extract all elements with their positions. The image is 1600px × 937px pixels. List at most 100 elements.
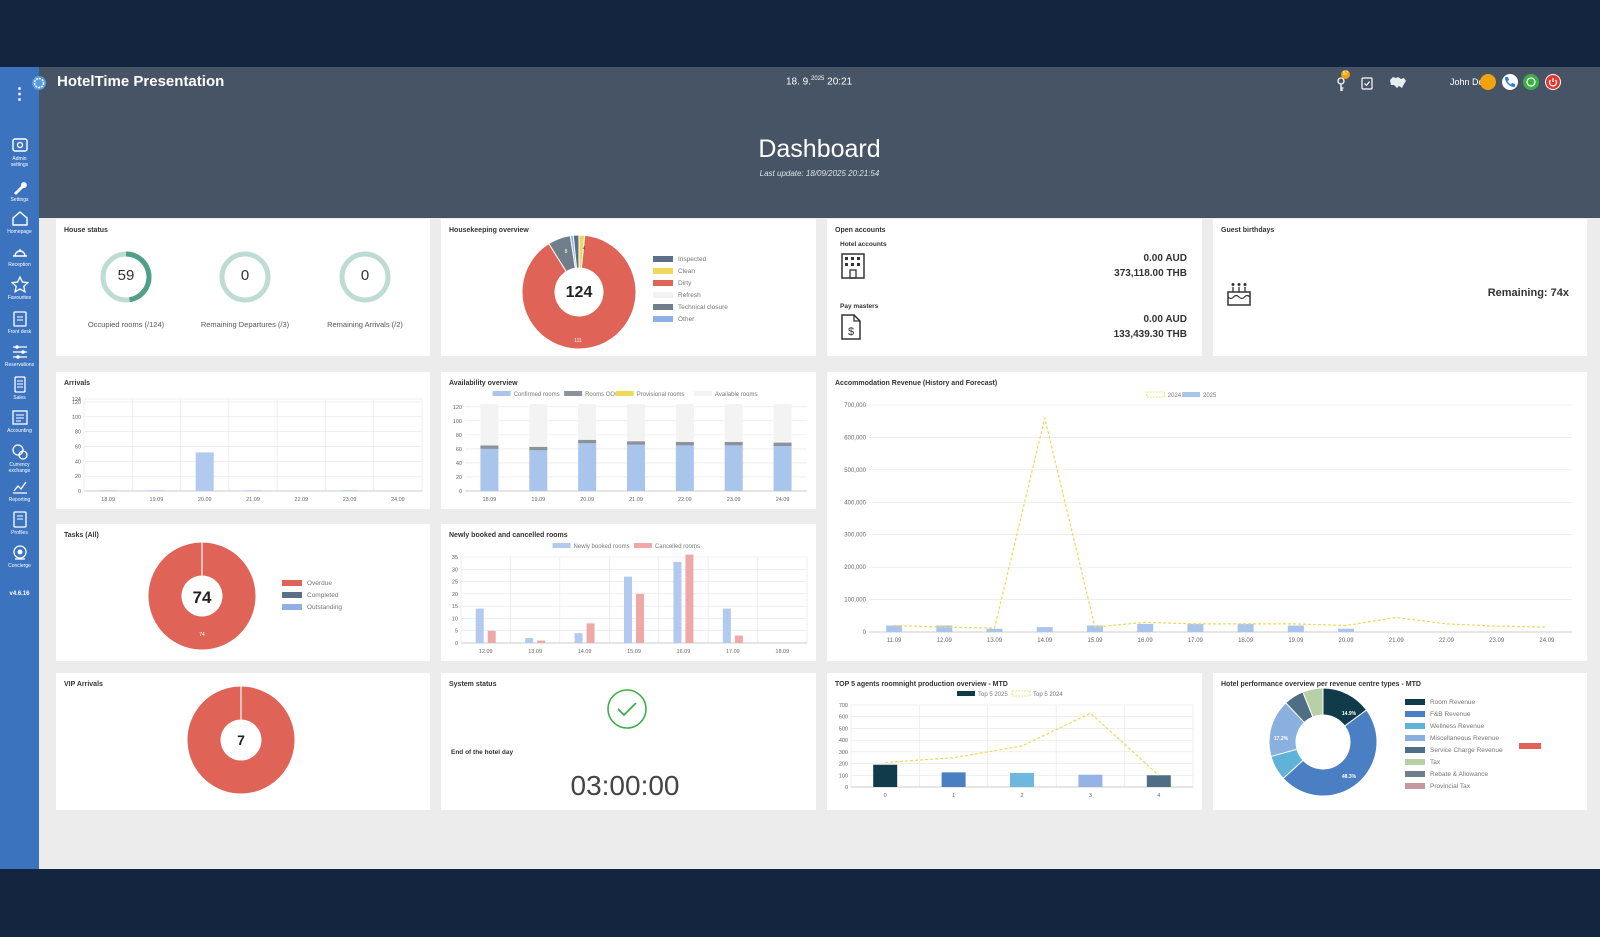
y-tick-label: 60 bbox=[456, 447, 462, 453]
sidebar-item-favourites[interactable]: Favourites bbox=[0, 275, 39, 302]
bar bbox=[1010, 772, 1034, 787]
legend-item: Rebate & Allowance bbox=[1405, 769, 1503, 781]
key-icon[interactable] bbox=[1335, 76, 1349, 92]
performance-legend: Room Revenue F&B Revenue Wellness Revenue M… bbox=[1405, 697, 1503, 793]
y-tick-label: 500 bbox=[839, 726, 848, 732]
booked-chart: Newly booked rooms Cancelled rooms 35 30 25 2… bbox=[452, 543, 808, 655]
x-tick-label: 21.09 bbox=[246, 497, 260, 503]
y-tick-label: 300,000 bbox=[844, 533, 866, 539]
flag-icon[interactable] bbox=[1480, 74, 1496, 90]
slice-label: 17.2% bbox=[1274, 736, 1289, 742]
legend-item: Other bbox=[653, 314, 728, 326]
legend-label: Overdue bbox=[307, 580, 332, 587]
legend-swatch bbox=[957, 691, 975, 696]
y-tick-label: 200 bbox=[839, 762, 848, 768]
tasks-total: 74 bbox=[193, 588, 212, 607]
legend-label: Available rooms bbox=[715, 392, 758, 398]
clock-time: 20:21 bbox=[827, 76, 853, 88]
arrivals-card: Arrivals 124 120 100 80 60 40 20 0 18.09 19.09 20.… bbox=[56, 372, 430, 509]
sidebar-item-concierge[interactable]: Concierge bbox=[0, 543, 39, 570]
y-tick-label: 100,000 bbox=[844, 598, 866, 604]
legend-label: Dirty bbox=[678, 280, 692, 287]
legend-swatch bbox=[1405, 711, 1425, 718]
clipboard-check-icon[interactable] bbox=[1361, 76, 1373, 90]
housekeeping-card: Housekeeping overview 124 111 8 4 Inspected… bbox=[441, 219, 816, 356]
sidebar-item-accounting[interactable]: Accounting bbox=[0, 408, 39, 435]
sidebar-item-label: Profiles bbox=[11, 530, 28, 536]
user-name[interactable]: John Does bbox=[1450, 77, 1494, 87]
x-tick-label: 14.09 bbox=[1037, 638, 1053, 644]
clipboard-icon bbox=[12, 311, 27, 327]
occupied-label: Occupied rooms (/124) bbox=[87, 320, 165, 329]
stacked-bar-segment bbox=[529, 446, 548, 451]
sidebar-item-currency[interactable]: Currency exchange bbox=[0, 442, 39, 474]
bar bbox=[1137, 623, 1154, 632]
y-tick-label: 600 bbox=[839, 715, 848, 721]
house-status-gauges bbox=[100, 251, 391, 303]
sidebar-item-settings[interactable]: Settings bbox=[0, 177, 39, 204]
x-tick-label: 2 bbox=[1020, 793, 1023, 799]
bar bbox=[624, 576, 632, 643]
legend-swatch bbox=[1405, 735, 1425, 742]
slice-label: 74 bbox=[199, 632, 205, 638]
stacked-bar-segment bbox=[675, 404, 694, 442]
card-title: Guest birthdays bbox=[1221, 227, 1275, 234]
hotel-performance-card: Hotel performance overview per revenue c… bbox=[1213, 673, 1587, 810]
legend-swatch bbox=[282, 592, 302, 599]
y-tick-label: 5 bbox=[455, 629, 458, 635]
legend-label: Rooms OOO bbox=[585, 392, 620, 398]
legend-label: 2024 bbox=[1168, 393, 1182, 399]
power-icon[interactable] bbox=[1545, 74, 1561, 90]
y-tick-label: 700 bbox=[839, 703, 848, 709]
guest-birthdays-card: Guest birthdays Remaining: 74x bbox=[1213, 219, 1587, 356]
stacked-bar-segment bbox=[724, 445, 743, 491]
system-status-card: System status End of the hotel day 03:00… bbox=[441, 673, 816, 810]
vip-slice bbox=[186, 685, 296, 795]
sliders-icon bbox=[12, 345, 27, 359]
sidebar-item-label: Sales bbox=[13, 395, 26, 401]
world-map-icon[interactable] bbox=[1388, 75, 1408, 89]
legend-item: Clean bbox=[653, 266, 728, 278]
legend-label: 2025 bbox=[1203, 393, 1217, 399]
legend-label: Confirmed rooms bbox=[514, 392, 560, 398]
menu-dots-icon[interactable]: ⋮ bbox=[11, 86, 28, 103]
sidebar-item-reporting[interactable]: Reporting bbox=[0, 477, 39, 504]
sidebar-item-homepage[interactable]: Homepage bbox=[0, 209, 39, 236]
cake-icon bbox=[1227, 283, 1251, 306]
slice-label: 14.9% bbox=[1342, 711, 1357, 717]
sidebar-item-sales[interactable]: Sales bbox=[0, 375, 39, 402]
stacked-bar-segment bbox=[773, 442, 792, 447]
x-tick-label: 18.09 bbox=[775, 649, 789, 655]
x-tick-label: 1 bbox=[952, 793, 955, 799]
stacked-bar-segment bbox=[675, 441, 694, 446]
legend-swatch bbox=[564, 391, 583, 396]
y-tick-label: 20 bbox=[456, 475, 462, 481]
y-tick-label: 0 bbox=[455, 641, 458, 647]
end-of-day-time: 03:00:00 bbox=[570, 770, 680, 801]
sidebar-item-profiles[interactable]: Profiles bbox=[0, 510, 39, 537]
x-tick-label: 15.09 bbox=[627, 649, 641, 655]
chat-icon[interactable] bbox=[1523, 74, 1539, 90]
sidebar-item-reservations[interactable]: Reservations bbox=[0, 342, 39, 369]
card-title: VIP Arrivals bbox=[64, 681, 103, 688]
sidebar-item-admin[interactable]: Admin settings bbox=[0, 136, 39, 168]
legend-item: Wellness Revenue bbox=[1405, 721, 1503, 733]
agents-card: TOP 5 agents roomnight production overvi… bbox=[827, 673, 1202, 810]
stacked-bar-segment bbox=[724, 404, 743, 442]
stacked-bar-segment bbox=[480, 404, 499, 446]
x-tick-label: 16.09 bbox=[1138, 638, 1154, 644]
x-tick-label: 24.09 bbox=[776, 497, 790, 503]
x-tick-label: 12.09 bbox=[937, 638, 953, 644]
sidebar-item-label: Reporting bbox=[8, 497, 31, 503]
y-tick-label: 100 bbox=[72, 415, 81, 421]
x-tick-label: 17.09 bbox=[1188, 638, 1204, 644]
card-title: Tasks (All) bbox=[64, 532, 99, 539]
sidebar-item-reception[interactable]: Reception bbox=[0, 242, 39, 269]
sidebar-item-front-desk[interactable]: Front desk bbox=[0, 309, 39, 336]
y-tick-label: 80 bbox=[75, 430, 81, 436]
book-icon bbox=[12, 511, 27, 528]
slice-label: 48.3% bbox=[1342, 774, 1357, 780]
x-tick-label: 11.09 bbox=[887, 638, 902, 644]
phone-icon[interactable] bbox=[1502, 74, 1518, 90]
star-icon bbox=[10, 275, 29, 293]
